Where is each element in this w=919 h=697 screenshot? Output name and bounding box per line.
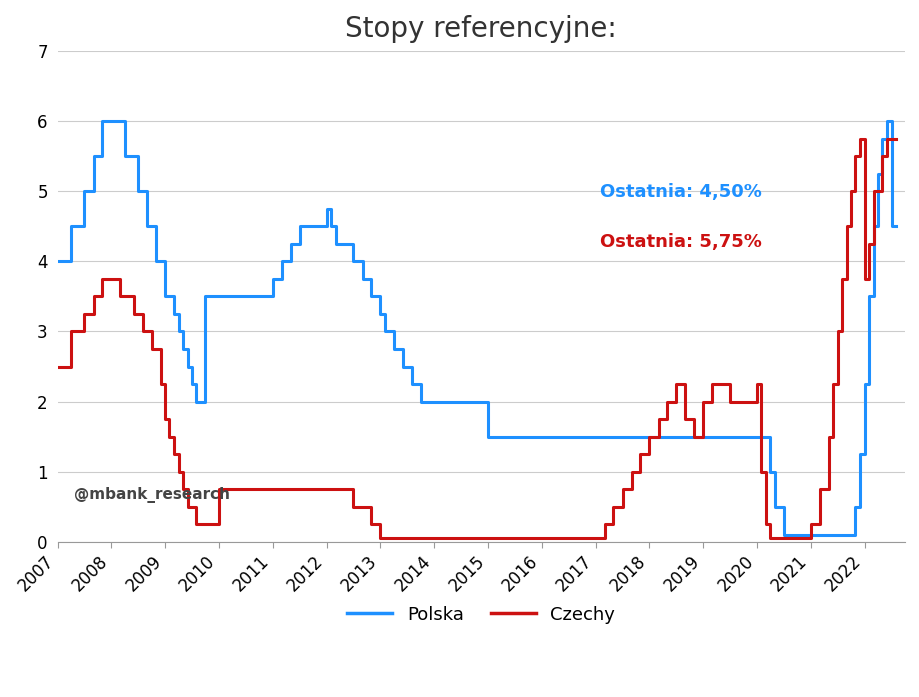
Legend: Polska, Czechy: Polska, Czechy bbox=[340, 599, 622, 631]
Text: Ostatnia: 5,75%: Ostatnia: 5,75% bbox=[599, 233, 761, 250]
Text: @mbank_research: @mbank_research bbox=[74, 487, 231, 503]
Text: Ostatnia: 4,50%: Ostatnia: 4,50% bbox=[599, 183, 761, 201]
Title: Stopy referencyjne:: Stopy referencyjne: bbox=[345, 15, 617, 43]
